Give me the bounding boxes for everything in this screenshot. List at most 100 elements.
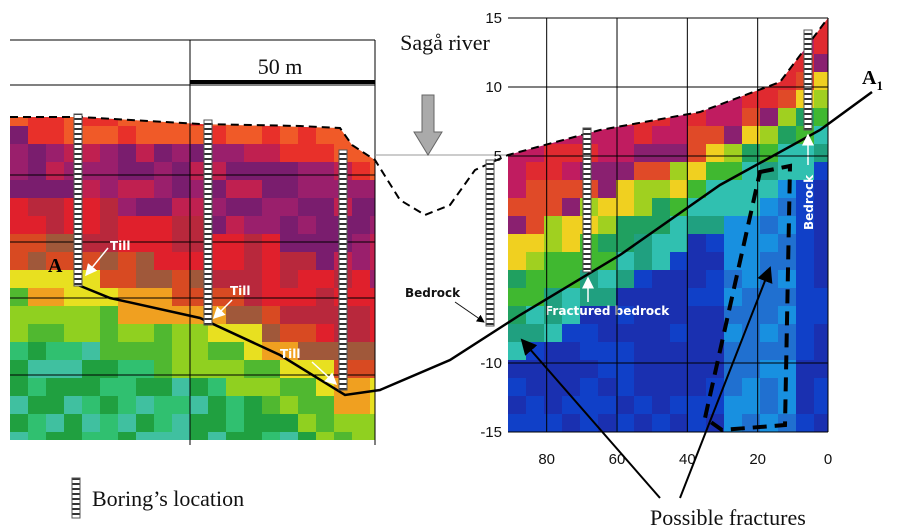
cell <box>598 324 617 343</box>
cell <box>154 117 173 127</box>
cell <box>244 342 263 361</box>
cell <box>688 270 707 289</box>
cell <box>352 162 371 181</box>
cell <box>526 414 545 432</box>
cell <box>64 432 83 440</box>
cell <box>316 306 335 325</box>
cell <box>508 180 527 199</box>
cell <box>298 162 317 181</box>
cell <box>724 216 743 235</box>
cell <box>298 198 317 217</box>
cell <box>652 324 671 343</box>
cell <box>244 414 263 433</box>
cell <box>562 90 581 109</box>
cell <box>298 126 317 145</box>
cell <box>562 342 581 361</box>
fracture-arrow <box>679 266 773 499</box>
cell <box>652 108 671 127</box>
cell <box>136 306 155 325</box>
cell <box>190 324 209 343</box>
cell <box>190 396 209 415</box>
cell <box>634 72 653 91</box>
cell <box>100 342 119 361</box>
cell <box>136 396 155 415</box>
cell <box>226 432 245 440</box>
cell <box>82 216 101 235</box>
point-a: A <box>48 255 63 277</box>
cell <box>508 396 527 415</box>
cell <box>82 432 101 440</box>
cell <box>706 198 725 217</box>
cell <box>172 288 191 307</box>
cell <box>154 378 173 397</box>
cell <box>670 378 689 397</box>
cell <box>352 324 371 343</box>
cell <box>580 90 599 109</box>
cell <box>688 342 707 361</box>
cell <box>724 342 743 361</box>
cell <box>670 216 689 235</box>
cell <box>634 324 653 343</box>
x-tick-label: 80 <box>538 451 555 468</box>
cell <box>652 360 671 379</box>
cell <box>508 108 527 127</box>
cell <box>706 270 725 289</box>
cell <box>814 72 828 91</box>
cell <box>370 414 375 433</box>
cell <box>172 126 191 145</box>
cell <box>172 378 191 397</box>
cell <box>352 126 371 145</box>
cell <box>724 234 743 253</box>
cell <box>544 180 563 199</box>
cell <box>742 198 761 217</box>
cell <box>526 36 545 55</box>
cell <box>316 162 335 181</box>
cell <box>670 72 689 91</box>
cell <box>508 72 527 91</box>
cell <box>760 234 779 253</box>
cell <box>544 252 563 271</box>
cell <box>652 378 671 397</box>
cell <box>688 54 707 73</box>
cell <box>118 216 137 235</box>
cell <box>244 117 263 127</box>
cell <box>598 36 617 55</box>
cell <box>82 180 101 199</box>
cell <box>814 378 828 397</box>
cell <box>796 144 815 163</box>
cell <box>616 126 635 145</box>
cell <box>280 144 299 163</box>
cell <box>28 342 47 361</box>
cell <box>670 288 689 307</box>
cell <box>508 414 527 432</box>
cell <box>208 342 227 361</box>
cell <box>544 270 563 289</box>
cell <box>508 54 527 73</box>
cell <box>706 216 725 235</box>
x-tick-label: 20 <box>749 451 766 468</box>
cell <box>688 36 707 55</box>
cell <box>208 234 227 253</box>
cell <box>136 270 155 289</box>
cell <box>616 72 635 91</box>
cell <box>82 270 101 289</box>
cell <box>154 252 173 271</box>
cell <box>10 252 29 271</box>
cell <box>706 324 725 343</box>
cell <box>652 126 671 145</box>
cell <box>544 144 563 163</box>
cell <box>100 360 119 379</box>
cell <box>724 180 743 199</box>
cell <box>370 162 375 181</box>
cell <box>616 414 635 432</box>
cell <box>28 162 47 181</box>
cell <box>172 342 191 361</box>
cell <box>598 306 617 325</box>
cell <box>370 324 375 343</box>
cell <box>778 108 797 127</box>
cell <box>46 360 65 379</box>
cell <box>46 117 65 127</box>
cell <box>154 216 173 235</box>
cell <box>136 414 155 433</box>
